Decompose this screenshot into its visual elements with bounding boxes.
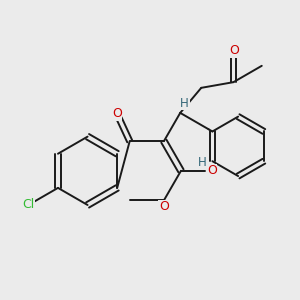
Text: O: O <box>112 107 122 120</box>
Text: O: O <box>229 44 239 58</box>
Text: H: H <box>198 156 207 169</box>
Text: O: O <box>207 164 217 177</box>
Text: Cl: Cl <box>22 199 34 212</box>
Text: O: O <box>159 200 169 213</box>
Text: H: H <box>180 97 189 110</box>
